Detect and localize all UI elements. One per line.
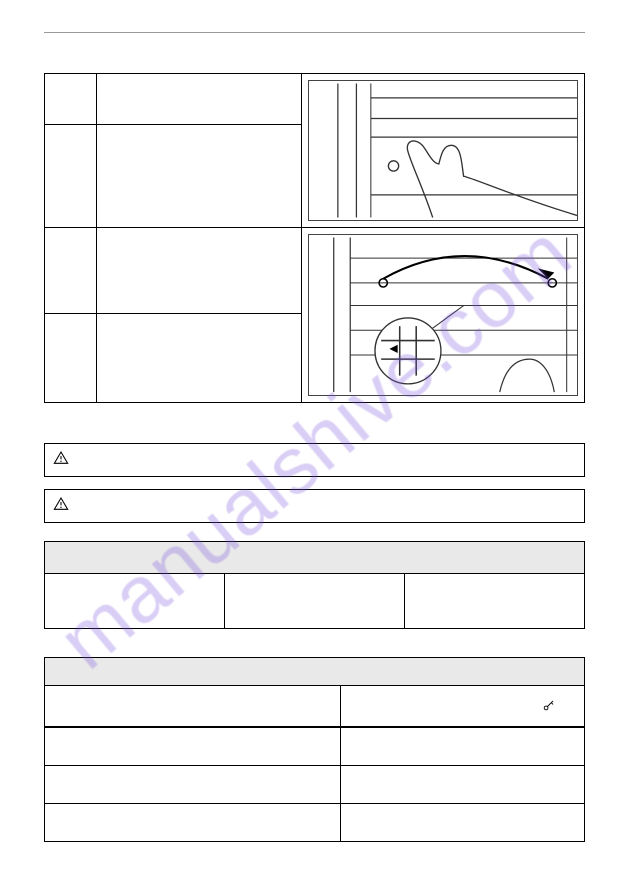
illustration-1 [302,74,584,227]
step-instruction-cell [97,314,302,402]
table-row [45,574,584,628]
troubleshooting-section [44,541,585,629]
table-row [45,74,585,125]
column-header [45,686,341,726]
rack-removal-svg [309,81,577,220]
service-key-icon [542,698,556,712]
cell [405,574,584,628]
step-instruction-cell [97,228,302,314]
step-illustration-cell [302,228,585,403]
cell [225,574,404,628]
warning-triangle-icon [53,450,69,466]
steps-table [44,73,585,403]
step-number-cell [45,74,97,125]
warning-box [44,443,585,477]
table-row [45,765,584,803]
cell [45,574,225,628]
cell [45,765,341,803]
section-header [45,658,584,686]
warning-triangle-icon [53,496,69,512]
cell [45,727,341,765]
warning-box [44,489,585,523]
step-illustration-cell [302,74,585,228]
step-instruction-cell [97,125,302,228]
column-header-row [45,686,584,727]
step-instruction-cell [97,74,302,125]
manual-page [0,0,629,893]
column-header [341,686,584,726]
error-codes-section [44,657,585,842]
rack-install-svg [309,235,577,395]
illustration-frame [308,80,578,221]
cell [341,727,584,765]
step-number-cell [45,314,97,402]
illustration-2 [302,228,584,402]
cell [341,765,584,803]
cell [45,803,341,841]
table-row [45,727,584,765]
table-row [45,803,584,841]
step-number-cell [45,125,97,228]
spacer [44,403,585,443]
step-number-cell [45,228,97,314]
section-header [45,542,584,574]
cell [341,803,584,841]
illustration-frame [308,234,578,396]
table-row [45,228,585,314]
top-divider [44,32,585,33]
